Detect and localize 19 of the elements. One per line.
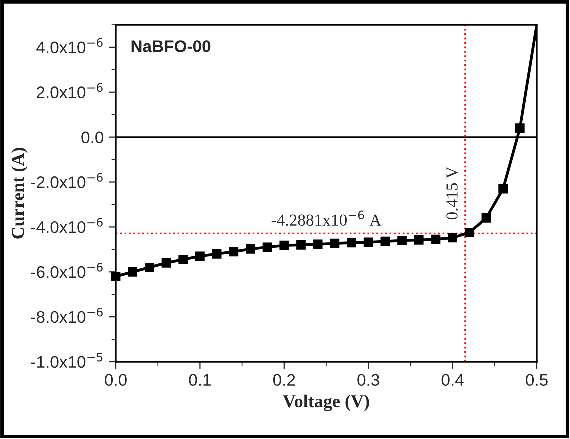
y-tick-label: 4.0x10$^{−6}$ (36, 38, 103, 54)
y-tick-label: 0.0 (82, 132, 104, 144)
x-tick-label: 0.4 (442, 374, 464, 386)
x-tick-label: 0.2 (273, 374, 296, 386)
y-tick-label: -4.0x10$^{−6}$ (31, 218, 103, 234)
ref-line-label: 0.415 V (446, 166, 458, 220)
x-axis-title: Voltage (V) (283, 394, 370, 412)
ref-line-label: -4.2881x10$^{−6}$ A (272, 210, 382, 226)
x-tick-label: 0.5 (526, 374, 548, 386)
x-tick-label: 0.3 (358, 374, 380, 386)
y-tick-label: -1.0x10$^{−5}$ (31, 353, 103, 368)
y-tick-label: -6.0x10$^{−6}$ (31, 263, 103, 278)
y-tick-label: -2.0x10$^{−6}$ (31, 173, 103, 188)
text: NaBFO-00 (132, 40, 211, 52)
y-tick-label: 2.0x10$^{−6}$ (37, 83, 103, 98)
y-axis-title: Current (A) (12, 148, 28, 239)
x-tick-label: 0.0 (105, 374, 127, 386)
x-tick-label: 0.1 (189, 374, 211, 386)
y-tick-label: -8.0x10$^{−6}$ (31, 308, 103, 324)
